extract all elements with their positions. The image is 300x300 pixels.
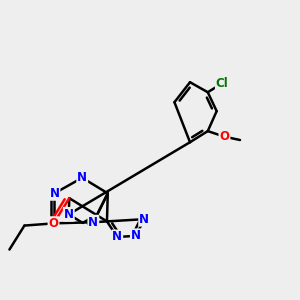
- Text: N: N: [77, 171, 87, 184]
- Text: N: N: [112, 230, 122, 244]
- Text: N: N: [88, 216, 98, 229]
- Text: N: N: [139, 213, 149, 226]
- Text: O: O: [49, 217, 58, 230]
- Text: N: N: [64, 208, 74, 221]
- Text: N: N: [50, 187, 59, 200]
- Text: N: N: [131, 229, 141, 242]
- Text: Cl: Cl: [216, 77, 229, 90]
- Text: O: O: [219, 130, 230, 143]
